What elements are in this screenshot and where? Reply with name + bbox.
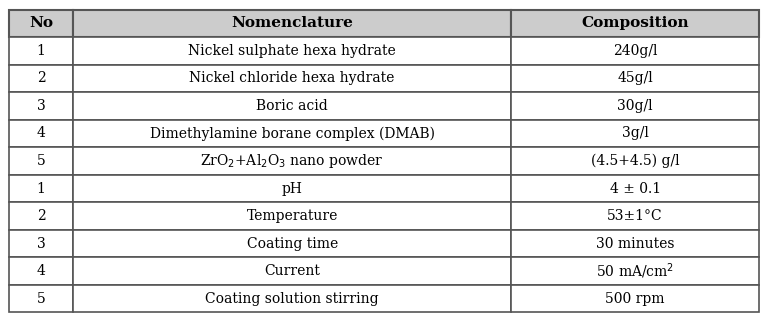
Bar — [511, 175, 759, 202]
Bar — [511, 257, 759, 285]
Bar — [9, 285, 73, 312]
Text: 1: 1 — [37, 182, 45, 195]
Text: 30g/l: 30g/l — [617, 99, 653, 113]
Bar — [73, 202, 511, 230]
Text: Temperature: Temperature — [247, 209, 338, 223]
Text: 4: 4 — [37, 127, 45, 140]
Text: (4.5+4.5) g/l: (4.5+4.5) g/l — [591, 154, 680, 168]
Text: Coating solution stirring: Coating solution stirring — [205, 292, 379, 306]
Bar — [73, 175, 511, 202]
Bar — [511, 92, 759, 120]
Text: Nickel chloride hexa hydrate: Nickel chloride hexa hydrate — [190, 71, 395, 85]
Bar — [73, 120, 511, 147]
Text: Composition: Composition — [581, 16, 689, 30]
Bar — [511, 10, 759, 37]
Bar — [73, 92, 511, 120]
Text: 53±1°C: 53±1°C — [607, 209, 663, 223]
Text: 3: 3 — [37, 237, 45, 251]
Bar — [9, 92, 73, 120]
Text: ZrO$_2$+Al$_2$O$_3$ nano powder: ZrO$_2$+Al$_2$O$_3$ nano powder — [200, 152, 384, 170]
Bar — [511, 65, 759, 92]
Bar — [73, 230, 511, 257]
Text: No: No — [29, 16, 53, 30]
Text: 2: 2 — [37, 71, 45, 85]
Bar — [511, 285, 759, 312]
Text: Dimethylamine borane complex (DMAB): Dimethylamine borane complex (DMAB) — [150, 126, 435, 141]
Bar — [73, 10, 511, 37]
Bar — [9, 147, 73, 175]
Text: 3g/l: 3g/l — [621, 127, 648, 140]
Bar — [73, 37, 511, 65]
Text: Nickel sulphate hexa hydrate: Nickel sulphate hexa hydrate — [188, 44, 396, 58]
Bar — [9, 230, 73, 257]
Text: Boric acid: Boric acid — [257, 99, 328, 113]
Text: 1: 1 — [37, 44, 45, 58]
Bar — [511, 147, 759, 175]
Bar — [73, 147, 511, 175]
Bar — [73, 65, 511, 92]
Bar — [511, 202, 759, 230]
Text: 5: 5 — [37, 154, 45, 168]
Bar — [73, 257, 511, 285]
Text: 500 rpm: 500 rpm — [605, 292, 665, 306]
Text: 2: 2 — [37, 209, 45, 223]
Text: 3: 3 — [37, 99, 45, 113]
Text: 4 ± 0.1: 4 ± 0.1 — [610, 182, 660, 195]
Bar — [511, 120, 759, 147]
Bar — [9, 120, 73, 147]
Text: Nomenclature: Nomenclature — [231, 16, 353, 30]
Bar — [511, 37, 759, 65]
Text: 50 mA/cm$^2$: 50 mA/cm$^2$ — [596, 261, 674, 281]
Text: 30 minutes: 30 minutes — [596, 237, 674, 251]
Bar — [511, 230, 759, 257]
Bar — [73, 285, 511, 312]
Text: 5: 5 — [37, 292, 45, 306]
Text: 240g/l: 240g/l — [613, 44, 657, 58]
Bar — [9, 175, 73, 202]
Text: 45g/l: 45g/l — [617, 71, 653, 85]
Text: Coating time: Coating time — [247, 237, 338, 251]
Bar — [9, 37, 73, 65]
Bar — [9, 10, 73, 37]
Text: pH: pH — [282, 182, 303, 195]
Text: 4: 4 — [37, 264, 45, 278]
Text: Current: Current — [264, 264, 320, 278]
Bar — [9, 257, 73, 285]
Bar — [9, 202, 73, 230]
Bar — [9, 65, 73, 92]
